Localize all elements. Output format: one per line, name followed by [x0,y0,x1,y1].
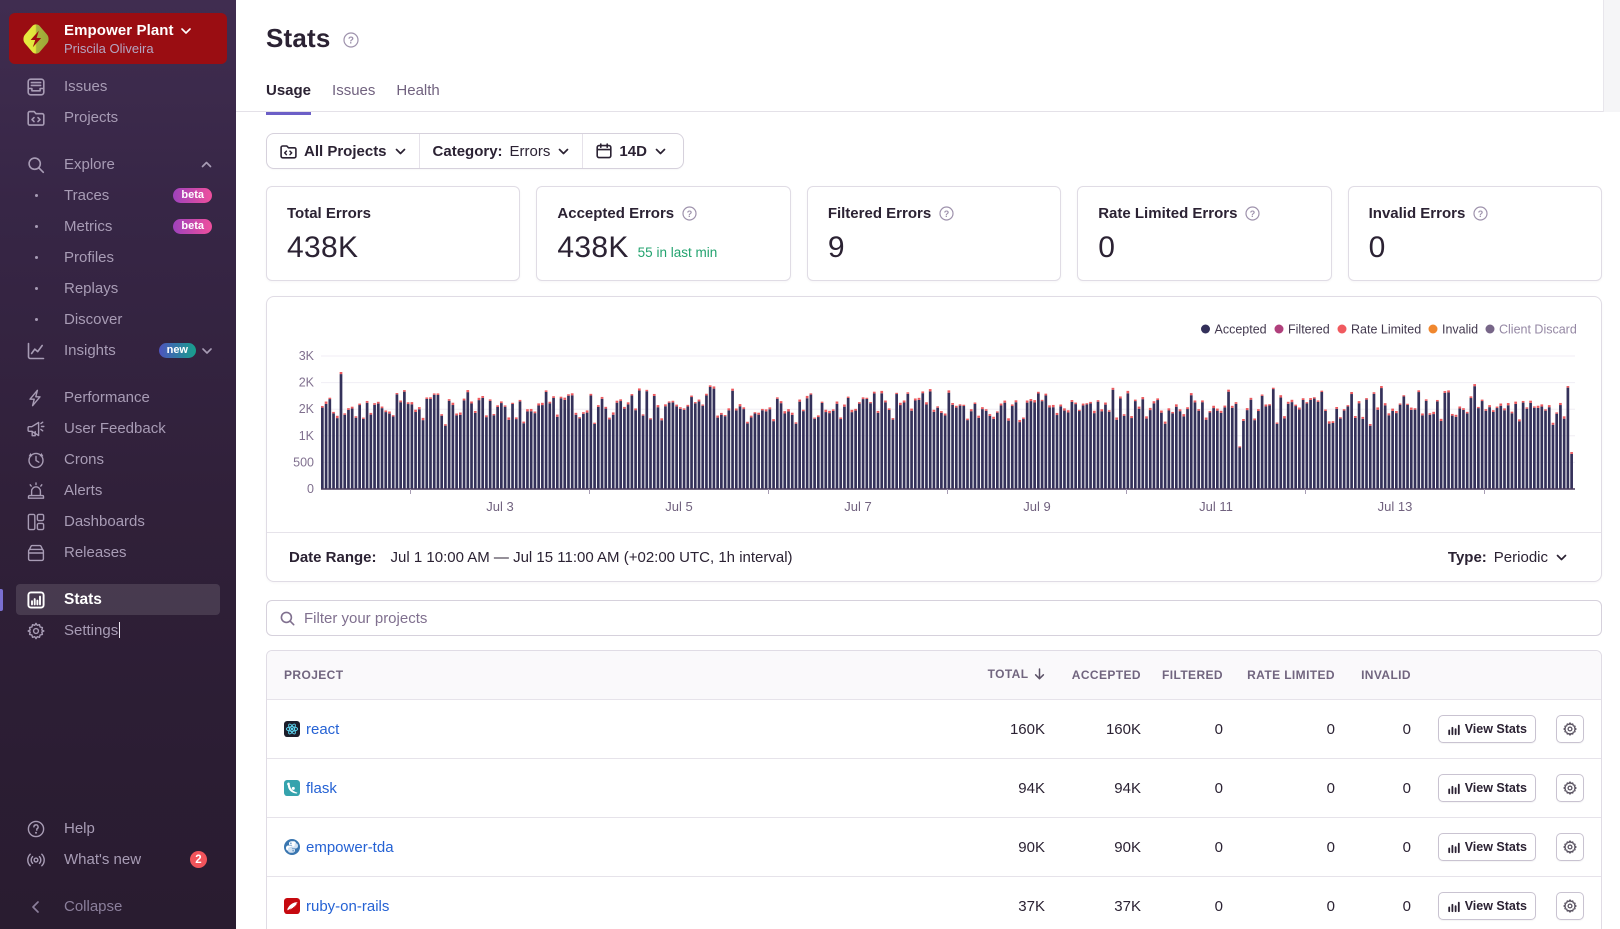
svg-text:2K: 2K [299,402,315,416]
svg-text:Filtered: Filtered [1288,323,1330,337]
svg-text:Accepted: Accepted [1215,323,1267,337]
svg-text:Jul 11: Jul 11 [1199,499,1233,514]
svg-text:3K: 3K [299,349,315,363]
svg-text:2K: 2K [299,376,315,390]
svg-text:?: ? [1250,209,1256,219]
svg-text:?: ? [347,35,353,46]
svg-text:Jul 5: Jul 5 [665,499,692,514]
svg-text:0: 0 [307,482,314,496]
svg-text:?: ? [1478,209,1484,219]
svg-text:500: 500 [293,455,314,469]
svg-text:Jul 13: Jul 13 [1378,499,1413,514]
svg-text:Jul 7: Jul 7 [844,499,871,514]
svg-text:1K: 1K [299,429,315,443]
svg-text:Client Discard: Client Discard [1499,323,1577,337]
svg-text:Rate Limited: Rate Limited [1351,323,1421,337]
svg-text:Jul 3: Jul 3 [486,499,513,514]
svg-text:?: ? [944,209,950,219]
svg-text:Invalid: Invalid [1442,323,1478,337]
svg-text:?: ? [687,209,693,219]
svg-text:Jul 9: Jul 9 [1023,499,1050,514]
